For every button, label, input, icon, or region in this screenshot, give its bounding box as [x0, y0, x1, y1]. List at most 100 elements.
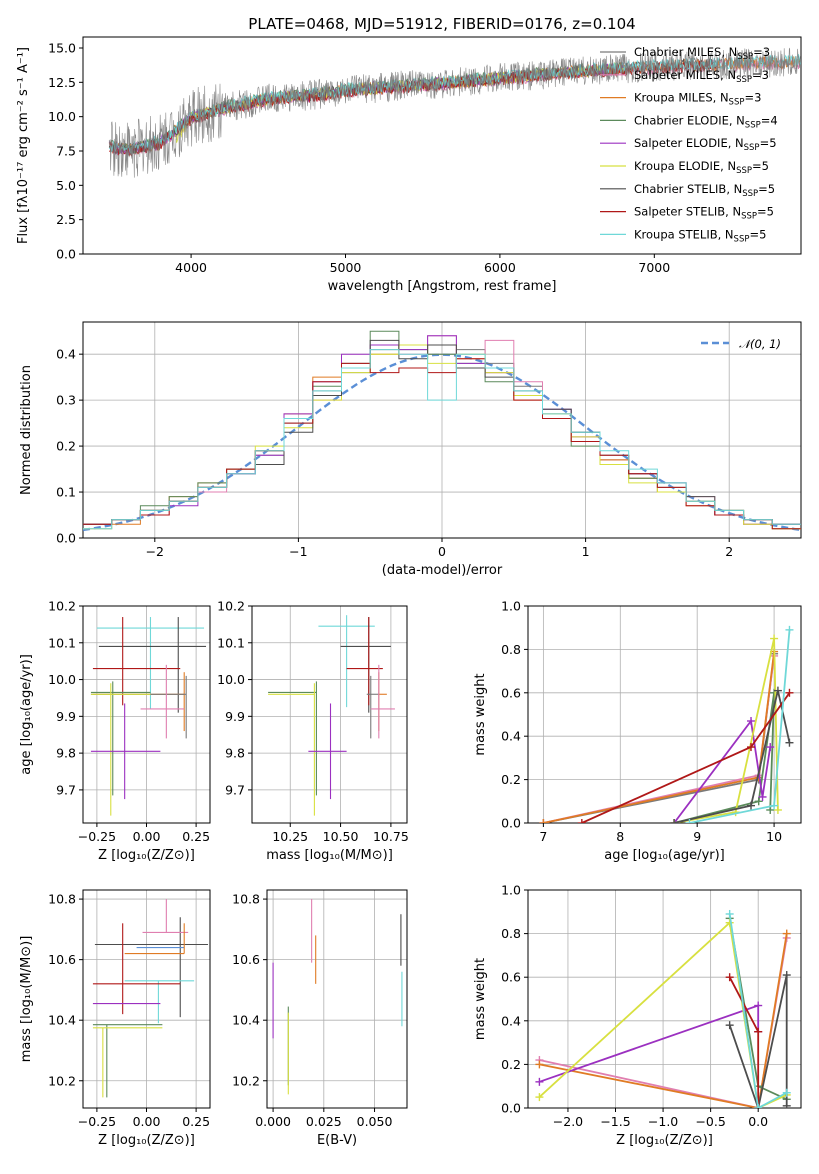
legend-entry: 𝒩(0, 1) — [739, 337, 781, 351]
mass-weight-line — [673, 638, 779, 823]
x-axis-label: age [log₁₀(age/yr)] — [604, 848, 725, 863]
axes-frame — [266, 889, 408, 1109]
x-tick-label: 8 — [616, 829, 624, 844]
x-axis-label: wavelength [Angstrom, rest frame] — [328, 279, 557, 294]
y-tick-label: 0.0 — [501, 816, 521, 831]
y-tick-label: 9.8 — [56, 746, 76, 761]
y-tick-label: 5.0 — [56, 178, 76, 193]
chart-mass-vs-ebv: 0.000 0.025 0.050 10.2 10.4 10.6 10.8 E(B-V) — [232, 889, 408, 1148]
y-tick-label: 1.0 — [501, 599, 521, 614]
mass-weight-line — [673, 718, 772, 823]
mass-weight-line — [728, 974, 788, 1108]
y-tick-label: 0.0 — [501, 1101, 521, 1116]
legend-entry: Salpeter STELIB, NSSP=5 — [634, 205, 774, 222]
x-tick-label: 7000 — [638, 260, 670, 275]
y-axis-label: Normed distribution — [19, 365, 34, 495]
legend-entry: Salpeter ELODIE, NSSP=5 — [634, 136, 777, 153]
y-tick-label: 0.0 — [56, 247, 76, 262]
y-tick-label: 10.2 — [217, 599, 245, 614]
y-tick-label: 10.6 — [48, 952, 76, 967]
chart-residuals: −2 −1 0 1 2 0.0 0.1 0.2 0.3 0.4 (data-model)/error… — [19, 321, 802, 578]
legend-entry: Chabrier ELODIE, NSSP=4 — [634, 113, 778, 130]
y-tick-label: 0.8 — [501, 642, 521, 657]
x-tick-label: 0.25 — [182, 1114, 210, 1129]
axes-frame — [527, 889, 802, 1109]
y-tick-label: 9.7 — [225, 782, 245, 797]
y-tick-label: 10.4 — [48, 1013, 76, 1028]
y-tick-label: 9.8 — [225, 746, 245, 761]
figure-title: PLATE=0468, MJD=51912, FIBERID=0176, z=0… — [248, 15, 635, 33]
axes-frame — [82, 36, 802, 255]
chart-mass-vs-z: −0.25 0.00 0.25 10.2 10.4 10.6 10.8 Z [log₁₀(Z/… — [19, 889, 211, 1148]
plot-area — [83, 330, 801, 532]
x-tick-label: 9 — [693, 829, 701, 844]
y-axis-label: mass weight — [473, 958, 488, 1040]
y-tick-label: 0.6 — [501, 970, 521, 985]
x-tick-label: 0.000 — [255, 1114, 291, 1129]
y-tick-label: 0.2 — [501, 772, 521, 787]
x-tick-label: 1 — [582, 544, 590, 559]
y-tick-label: 0.2 — [501, 1057, 521, 1072]
y-tick-label: 12.5 — [48, 75, 76, 90]
y-tick-label: 0.4 — [56, 347, 76, 362]
x-axis-label: E(B-V) — [317, 1133, 357, 1148]
x-axis-label: mass [log₁₀(M/M⊙)] — [266, 848, 393, 863]
y-tick-label: 10.2 — [232, 1073, 260, 1088]
y-tick-label: 10.1 — [217, 635, 245, 650]
x-tick-label: 4000 — [175, 260, 207, 275]
y-tick-label: 1.0 — [501, 883, 521, 898]
x-tick-label: 10.25 — [272, 829, 308, 844]
x-tick-label: −1 — [289, 544, 307, 559]
x-tick-label: 0.00 — [133, 1114, 161, 1129]
mass-weight-line — [728, 913, 788, 1108]
legend-entry: Kroupa MILES, NSSP=3 — [634, 91, 761, 108]
y-tick-label: 10.0 — [48, 672, 76, 687]
legend-entry: Salpeter MILES, NSSP=3 — [634, 68, 769, 85]
axes-frame — [251, 605, 408, 824]
mass-weight-line — [539, 1004, 760, 1083]
y-tick-label: 9.9 — [56, 709, 76, 724]
x-tick-label: 0.050 — [357, 1114, 393, 1129]
y-tick-label: 10.8 — [48, 892, 76, 907]
mass-weight-line — [673, 690, 791, 823]
chart-age-vs-z: −0.25 0.00 0.25 9.7 9.8 9.9 10.0 10.1 10.2 Z [log… — [19, 599, 211, 863]
mass-weight-line — [728, 976, 760, 1108]
x-tick-label: 0.00 — [133, 829, 161, 844]
x-axis-label: (data-model)/error — [382, 563, 503, 578]
legend-entry: Kroupa ELODIE, NSSP=5 — [634, 159, 769, 176]
y-tick-label: 9.7 — [56, 782, 76, 797]
x-tick-label: 10 — [766, 829, 782, 844]
y-axis-label: Flux [fλ10⁻¹⁷ erg cm⁻² s⁻¹ A⁻¹] — [16, 47, 31, 244]
legend: Chabrier MILES, NSSP=3 Salpeter MILES, NS… — [600, 45, 778, 244]
x-tick-label: −0.25 — [78, 1114, 116, 1129]
x-axis-label: Z [log₁₀(Z/Z⊙)] — [616, 1133, 713, 1148]
x-axis-label: Z [log₁₀(Z/Z⊙)] — [98, 1133, 195, 1148]
y-axis-label: age [log₁₀(age/yr)] — [19, 654, 34, 775]
x-tick-label: 0.025 — [306, 1114, 342, 1129]
y-tick-label: 0.0 — [56, 531, 76, 546]
plot-area — [108, 47, 801, 178]
x-tick-label: −0.25 — [78, 829, 116, 844]
y-tick-label: 10.1 — [48, 635, 76, 650]
y-tick-label: 0.8 — [501, 926, 521, 941]
residual-histogram-step — [83, 349, 801, 530]
observed-spectrum-line — [108, 47, 801, 178]
x-tick-label: 10.75 — [373, 829, 409, 844]
chart-weight-vs-z: −2.0 −1.5 −1.0 −0.5 0.0 0.0 0.2 0.4 0.6 0.8 1.0 Z [… — [473, 883, 802, 1148]
x-tick-label: 10.50 — [323, 829, 359, 844]
plot-area — [539, 625, 794, 823]
x-tick-label: 6000 — [484, 260, 516, 275]
legend-entry: Chabrier STELIB, NSSP=5 — [634, 182, 775, 199]
y-tick-label: 10.0 — [48, 109, 76, 124]
plot-area — [268, 615, 395, 816]
y-tick-label: 9.9 — [225, 709, 245, 724]
x-tick-label: −0.5 — [695, 1114, 725, 1129]
x-tick-label: 0.25 — [182, 829, 210, 844]
chart-weight-vs-age: 7 8 9 10 0.0 0.2 0.4 0.6 0.8 1.0 age [log₁₀(age/yr… — [473, 599, 802, 863]
x-tick-label: 0 — [438, 544, 446, 559]
legend: 𝒩(0, 1) — [701, 337, 781, 351]
y-tick-label: 7.5 — [56, 143, 76, 158]
plot-area — [272, 899, 403, 1095]
y-tick-label: 10.4 — [232, 1013, 260, 1028]
